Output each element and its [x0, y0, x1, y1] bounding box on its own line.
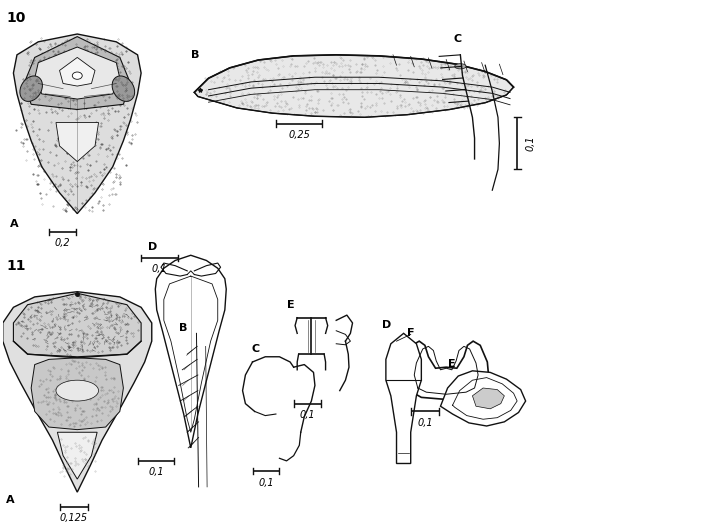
Text: A: A [10, 219, 19, 229]
Text: B: B [191, 50, 199, 60]
Text: 10: 10 [6, 11, 26, 25]
Ellipse shape [20, 76, 42, 101]
Polygon shape [194, 55, 513, 117]
Polygon shape [403, 341, 489, 400]
Text: E: E [448, 360, 455, 370]
Polygon shape [24, 36, 130, 109]
Text: E: E [287, 299, 294, 309]
Ellipse shape [72, 72, 82, 79]
Polygon shape [56, 122, 99, 162]
Text: B: B [179, 323, 187, 333]
Text: 0,1: 0,1 [258, 477, 274, 487]
Polygon shape [473, 388, 504, 409]
Polygon shape [31, 358, 124, 430]
Text: C: C [453, 34, 461, 44]
Text: 0,1: 0,1 [526, 136, 536, 151]
Text: C: C [251, 344, 260, 354]
Polygon shape [386, 333, 421, 464]
Polygon shape [59, 58, 95, 86]
Polygon shape [14, 34, 141, 214]
Text: D: D [148, 242, 157, 252]
Text: 0,1: 0,1 [300, 410, 315, 420]
Text: 0,2: 0,2 [54, 238, 70, 248]
Text: 0,1: 0,1 [417, 418, 433, 428]
Ellipse shape [112, 76, 134, 101]
Polygon shape [440, 371, 526, 426]
Text: 0,125: 0,125 [59, 513, 88, 523]
Text: 0,25: 0,25 [288, 130, 310, 140]
Polygon shape [155, 255, 226, 448]
Text: D: D [383, 320, 392, 331]
Text: 11: 11 [6, 259, 26, 273]
Polygon shape [57, 432, 97, 479]
Text: 0,1: 0,1 [152, 264, 167, 274]
Polygon shape [3, 291, 152, 492]
Text: 0,1: 0,1 [148, 467, 164, 477]
Ellipse shape [455, 64, 466, 69]
Polygon shape [14, 293, 141, 357]
Text: F: F [407, 328, 415, 338]
Ellipse shape [56, 380, 99, 401]
Polygon shape [35, 47, 120, 99]
Text: A: A [6, 495, 15, 505]
